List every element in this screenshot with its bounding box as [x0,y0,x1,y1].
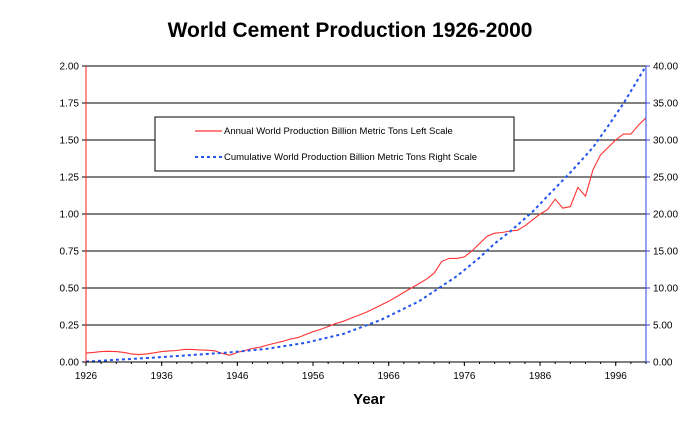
left-y-tick-label: 1.25 [60,173,80,184]
left-y-axis-ticks: 0.00 0.25 0.50 0.75 1.00 1.25 1.50 1.75 2.00 [60,62,86,369]
left-y-tick-label: 2.00 [60,62,80,73]
gridlines [86,65,646,326]
left-y-tick-label: 1.50 [60,136,80,147]
x-tick-label: 1936 [151,371,174,382]
left-y-tick-label: 0.50 [60,284,80,295]
left-y-tick-label: 0.75 [60,247,80,258]
right-y-tick-label: 15.00 [653,247,678,258]
x-axis-label: Year [353,391,385,408]
x-tick-label: 1926 [75,371,98,382]
series-annual-line [85,117,647,356]
x-tick-label: 1966 [378,371,401,382]
right-y-tick-label: 0.00 [653,358,673,369]
chart-title: World Cement Production 1926-2000 [168,19,533,42]
x-tick-label: 1986 [529,371,552,382]
right-y-tick-label: 25.00 [653,173,678,184]
legend: Annual World Production Billion Metric T… [154,116,515,172]
x-axis-ticks: 1926 1936 1946 1956 1966 1976 1986 1996 [75,362,647,382]
right-y-tick-label: 10.00 [653,284,678,295]
left-y-tick-label: 0.25 [60,321,80,332]
right-y-tick-label: 35.00 [653,99,678,110]
legend-label-cumulative: Cumulative World Production Billion Metr… [224,152,477,163]
left-y-tick-label: 1.00 [60,210,80,221]
x-tick-label: 1946 [226,371,249,382]
right-y-axis-ticks: 0.00 5.00 10.00 15.00 20.00 25.00 30.00 35.00 40… [646,62,678,369]
right-y-tick-label: 20.00 [653,210,678,221]
left-y-tick-label: 1.75 [60,99,80,110]
right-y-tick-label: 5.00 [653,321,673,332]
right-y-tick-label: 40.00 [653,62,678,73]
legend-label-annual: Annual World Production Billion Metric T… [224,126,453,137]
right-y-tick-label: 30.00 [653,136,678,147]
axes [85,66,647,363]
legend-box [154,116,515,172]
x-tick-label: 1956 [302,371,325,382]
x-tick-label: 1996 [605,371,628,382]
series-layer [85,65,647,363]
x-tick-label: 1976 [453,371,476,382]
left-y-tick-label: 0.00 [60,358,80,369]
